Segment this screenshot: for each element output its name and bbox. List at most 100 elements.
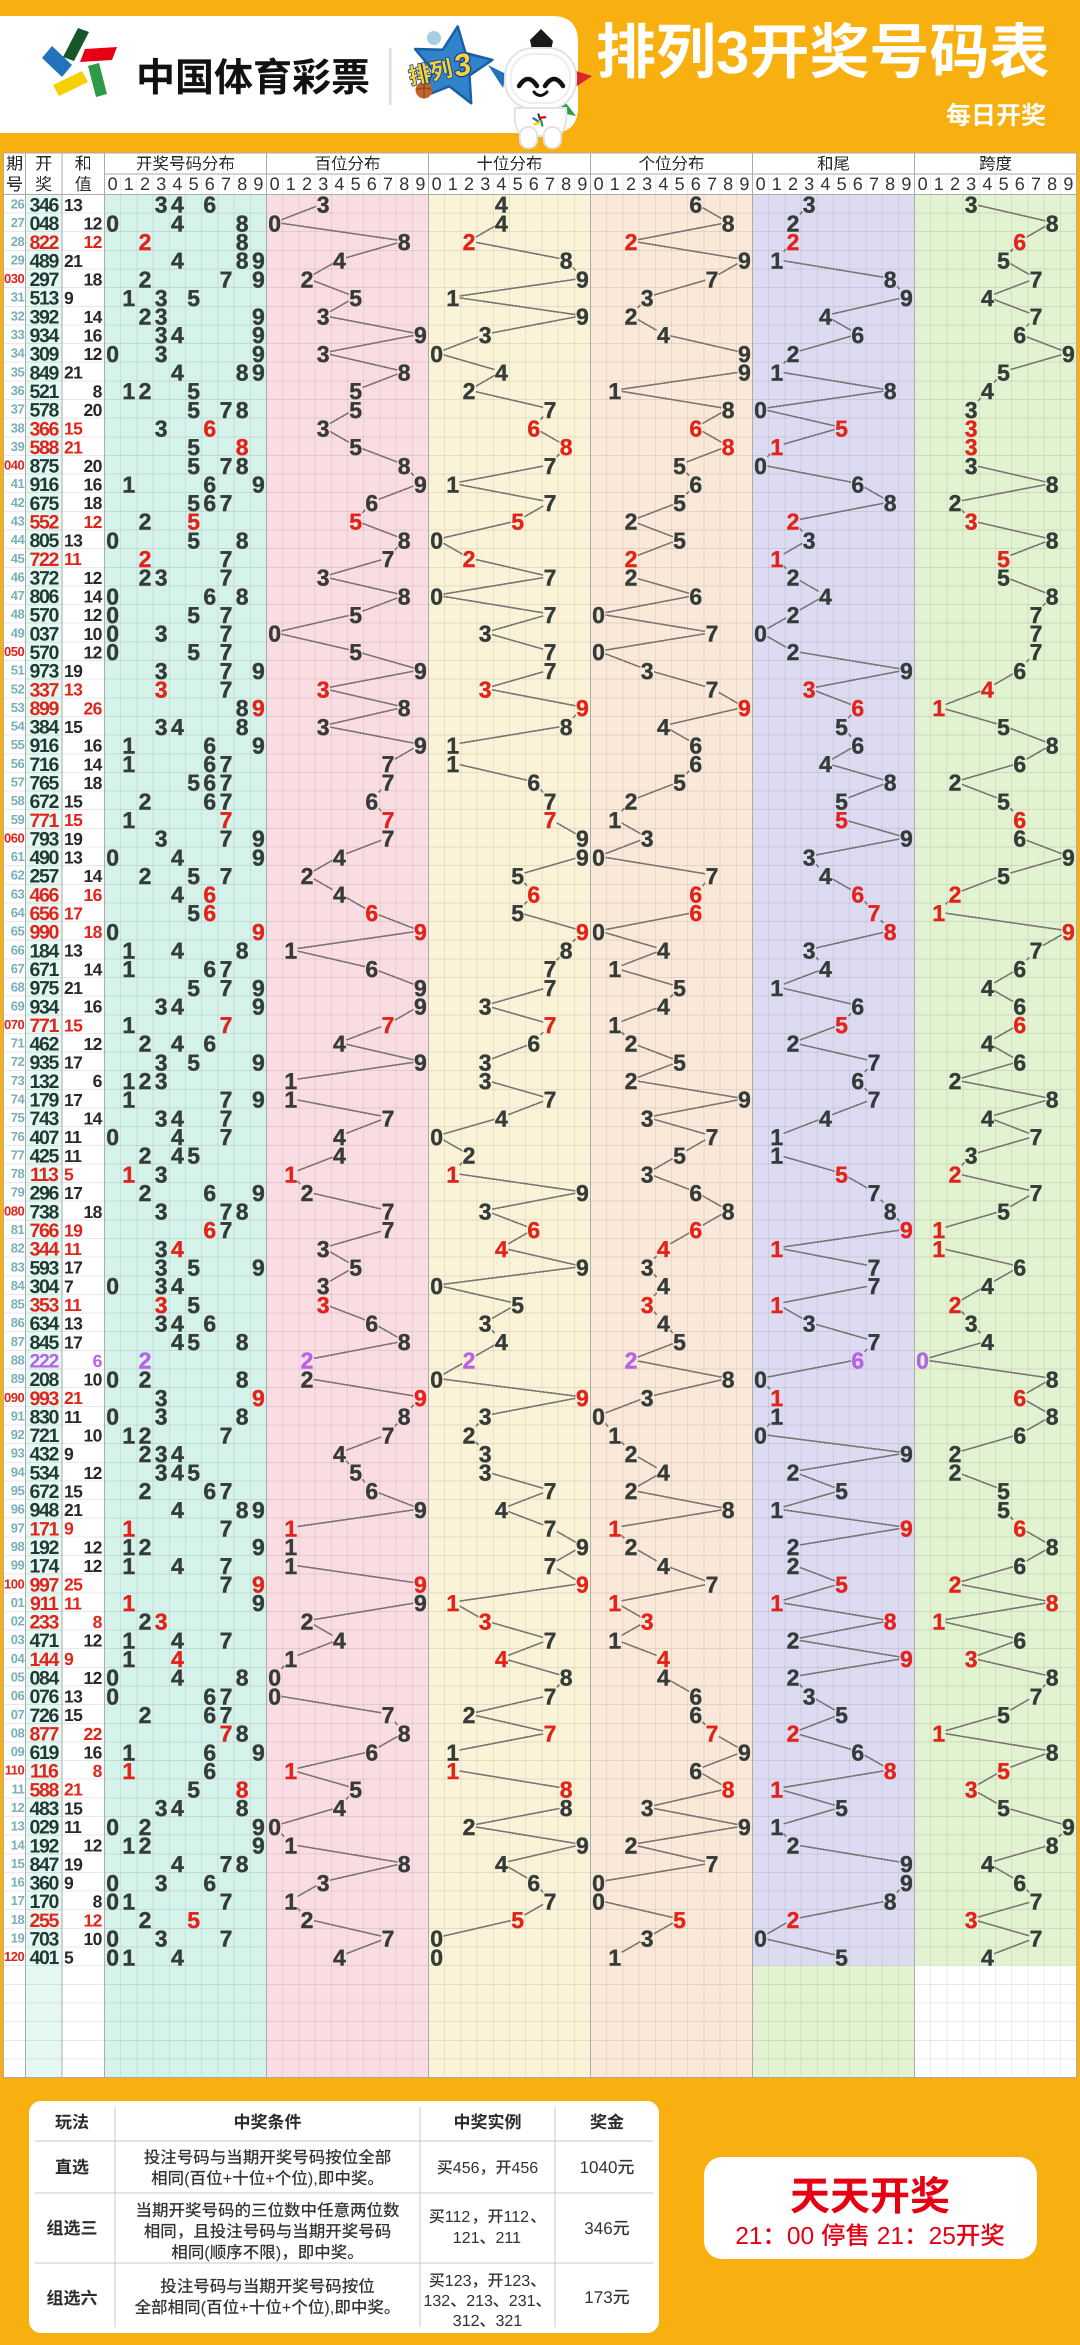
svg-text:2: 2: [787, 1534, 800, 1560]
svg-text:6: 6: [203, 751, 216, 777]
svg-text:7: 7: [220, 1702, 233, 1728]
svg-text:8: 8: [561, 174, 571, 194]
svg-text:170: 170: [29, 1891, 59, 1913]
svg-text:1: 1: [122, 1739, 135, 1765]
svg-text:7: 7: [220, 621, 233, 647]
svg-text:2: 2: [139, 788, 152, 814]
svg-text:3: 3: [155, 676, 168, 702]
svg-text:100: 100: [4, 1576, 24, 1591]
svg-text:8: 8: [236, 210, 249, 236]
svg-text:4: 4: [171, 248, 184, 274]
svg-text:12: 12: [84, 344, 103, 364]
svg-text:6: 6: [203, 471, 216, 497]
svg-text:975: 975: [29, 978, 59, 1000]
svg-text:4: 4: [496, 174, 506, 194]
svg-text:534: 534: [29, 1462, 59, 1484]
svg-text:78: 78: [11, 1166, 25, 1181]
svg-text:75: 75: [11, 1110, 25, 1125]
svg-text:63: 63: [11, 886, 25, 901]
svg-text:116: 116: [30, 1761, 59, 1783]
svg-text:4: 4: [981, 1851, 994, 1877]
svg-text:513: 513: [29, 288, 59, 310]
svg-text:8: 8: [236, 1776, 249, 1802]
svg-text:6: 6: [203, 882, 216, 908]
svg-text:68: 68: [11, 980, 25, 995]
svg-text:3: 3: [965, 1776, 978, 1802]
svg-text:29: 29: [11, 252, 25, 267]
svg-text:82: 82: [11, 1241, 25, 1256]
svg-text:916: 916: [29, 474, 59, 496]
svg-text:8: 8: [236, 1665, 249, 1691]
svg-text:12: 12: [84, 1537, 103, 1557]
svg-text:98: 98: [11, 1539, 25, 1554]
svg-text:6: 6: [1013, 1627, 1026, 1653]
svg-text:6: 6: [527, 1217, 540, 1243]
svg-text:5: 5: [835, 1795, 848, 1821]
svg-text:2: 2: [626, 174, 636, 194]
svg-text:8: 8: [236, 714, 249, 740]
svg-text:35: 35: [11, 364, 25, 379]
svg-text:7: 7: [220, 1105, 233, 1131]
svg-text:0: 0: [430, 1366, 443, 1392]
svg-text:4: 4: [171, 714, 184, 740]
svg-text:4: 4: [171, 1105, 184, 1131]
svg-text:132: 132: [29, 1071, 59, 1093]
svg-text:425: 425: [29, 1145, 59, 1167]
svg-text:51: 51: [11, 663, 25, 678]
svg-text:4: 4: [981, 676, 994, 702]
svg-text:2: 2: [301, 863, 314, 889]
svg-text:0: 0: [268, 210, 281, 236]
svg-text:22: 22: [84, 1724, 103, 1744]
svg-text:3: 3: [155, 415, 168, 441]
svg-text:15: 15: [64, 419, 83, 439]
svg-text:7: 7: [544, 1888, 557, 1914]
svg-text:8: 8: [885, 174, 895, 194]
svg-text:0: 0: [430, 1124, 443, 1150]
svg-text:0: 0: [106, 639, 119, 665]
svg-text:2: 2: [787, 1553, 800, 1579]
svg-text:1: 1: [122, 1161, 135, 1187]
svg-text:9: 9: [252, 1087, 265, 1113]
svg-text:0: 0: [592, 1870, 605, 1896]
svg-text:6: 6: [689, 1702, 702, 1728]
svg-text:456: 456: [453, 2160, 480, 2177]
svg-text:53: 53: [11, 700, 25, 715]
svg-text:1: 1: [124, 174, 134, 194]
svg-text:3: 3: [155, 826, 168, 852]
svg-text:7: 7: [706, 676, 719, 702]
svg-text:7: 7: [869, 174, 879, 194]
svg-text:050: 050: [4, 644, 24, 659]
svg-text:9: 9: [253, 174, 263, 194]
svg-text:6: 6: [1013, 956, 1026, 982]
svg-text:4: 4: [819, 583, 832, 609]
svg-text:2: 2: [139, 1907, 152, 1933]
svg-text:0: 0: [754, 621, 767, 647]
svg-text:401: 401: [29, 1947, 59, 1969]
svg-text:6: 6: [203, 1758, 216, 1784]
svg-text:58: 58: [11, 793, 25, 808]
svg-text:74: 74: [11, 1091, 26, 1106]
svg-text:12: 12: [84, 1556, 103, 1576]
svg-text:7: 7: [706, 1851, 719, 1877]
svg-text:3: 3: [155, 1068, 168, 1094]
svg-text:462: 462: [29, 1033, 59, 1055]
svg-text:76: 76: [11, 1129, 25, 1144]
svg-text:5: 5: [187, 639, 200, 665]
svg-text:31: 31: [11, 290, 25, 305]
svg-text:49: 49: [11, 625, 25, 640]
svg-text:21: 21: [64, 978, 83, 998]
svg-text:1: 1: [122, 1646, 135, 1672]
svg-text:25: 25: [929, 2223, 956, 2250]
svg-text:(: (: [184, 2170, 190, 2188]
svg-text:2: 2: [949, 1292, 962, 1318]
svg-text:8: 8: [560, 1795, 573, 1821]
svg-text:9: 9: [414, 471, 427, 497]
svg-text:1: 1: [770, 1814, 783, 1840]
svg-text:6: 6: [203, 1739, 216, 1765]
svg-text:0: 0: [106, 1683, 119, 1709]
svg-text:3: 3: [479, 993, 492, 1019]
svg-text:9: 9: [252, 993, 265, 1019]
svg-text:2: 2: [463, 1143, 476, 1169]
svg-text:95: 95: [11, 1483, 25, 1498]
svg-text:),: ),: [324, 2299, 334, 2317]
